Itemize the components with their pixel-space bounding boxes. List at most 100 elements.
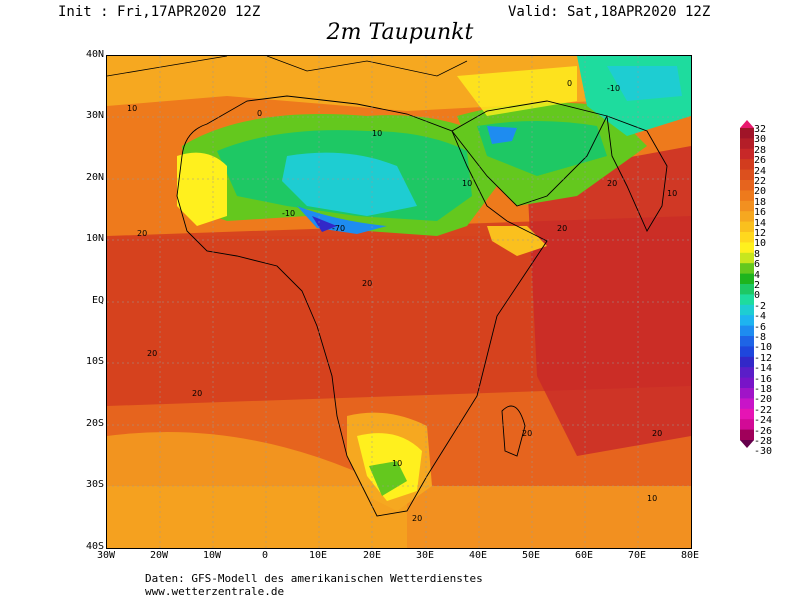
legend-cell bbox=[740, 138, 754, 150]
valid-time-label: Valid: Sat,18APR2020 12Z bbox=[508, 4, 711, 20]
legend-level-label: -10 bbox=[754, 342, 773, 354]
legend-level-label: 2 bbox=[754, 280, 761, 291]
contour-label: 10 bbox=[462, 179, 472, 188]
legend-level-label: 28 bbox=[754, 144, 767, 156]
legend-level-label: -14 bbox=[754, 363, 773, 375]
lat-label-20n: 20N bbox=[85, 172, 104, 183]
legend-arrow-top bbox=[740, 120, 754, 128]
legend-level-label: 26 bbox=[754, 155, 767, 167]
legend-level-label: -2 bbox=[754, 300, 767, 312]
contour-label: 10 bbox=[372, 129, 382, 138]
legend-level-label: -30 bbox=[754, 446, 773, 458]
init-time-label: Init : Fri,17APR2020 12Z bbox=[58, 4, 261, 20]
contour-label: 20 bbox=[362, 279, 372, 288]
lon-label-10w: 10W bbox=[202, 550, 222, 561]
legend-cell bbox=[740, 356, 754, 368]
legend-level-label: 32 bbox=[754, 124, 767, 135]
contour-label: -10 bbox=[282, 209, 295, 218]
legend-level-label: -18 bbox=[754, 384, 773, 395]
contour-label: 0 bbox=[567, 79, 572, 88]
contour-label: 20 bbox=[607, 179, 617, 188]
legend-cell bbox=[740, 388, 754, 399]
data-source-note: Daten: GFS-Modell des amerikanischen Wet… bbox=[145, 572, 483, 585]
legend-level-label: 30 bbox=[754, 134, 767, 146]
contour-label: 20 bbox=[652, 429, 662, 438]
legend-level-label: 10 bbox=[754, 238, 767, 250]
lat-label-30s: 30S bbox=[85, 479, 104, 490]
graticule bbox=[107, 56, 691, 548]
legend-level-label: 12 bbox=[754, 228, 767, 239]
lat-label-20s: 20S bbox=[85, 418, 104, 429]
arabia-blue bbox=[487, 126, 517, 144]
indian-ocean-field bbox=[527, 146, 691, 456]
lat-label-30n: 30N bbox=[85, 110, 104, 121]
legend-cell bbox=[740, 169, 754, 181]
legend-level-label: 18 bbox=[754, 196, 767, 208]
europe-coastline bbox=[266, 56, 468, 77]
legend-cell bbox=[740, 148, 754, 160]
legend-cell bbox=[740, 263, 754, 275]
lat-label-10n: 10N bbox=[85, 233, 104, 244]
legend-cell bbox=[740, 180, 754, 191]
map-title: 2m Taupunkt bbox=[326, 20, 474, 45]
lon-label-60e: 60E bbox=[574, 550, 594, 561]
legend-cell bbox=[740, 408, 754, 420]
lon-label-80e: 80E bbox=[680, 550, 700, 561]
dewpoint-map-canvas: 10 0 -10 20 -70 10 10 20 20 10 0 -10 20 … bbox=[107, 56, 691, 548]
legend-cell bbox=[740, 377, 754, 389]
legend-level-label: -4 bbox=[754, 311, 767, 323]
iran-cyan bbox=[607, 66, 682, 101]
legend-cell bbox=[740, 252, 754, 264]
lat-label-eq: EQ bbox=[91, 295, 104, 306]
sahel-darkblue bbox=[312, 216, 337, 232]
dewpoint-map: 10 0 -10 20 -70 10 10 20 20 10 0 -10 20 … bbox=[106, 55, 692, 549]
lat-label-10s: 10S bbox=[85, 356, 104, 367]
legend-arrow-bottom bbox=[740, 440, 754, 448]
lon-label-10e: 10E bbox=[308, 550, 328, 561]
contour-label: 10 bbox=[127, 104, 137, 113]
india-coastline bbox=[606, 115, 668, 232]
legend-cell bbox=[740, 159, 754, 171]
west-coast-yellow bbox=[177, 152, 227, 226]
legend-cell bbox=[740, 294, 754, 306]
legend-level-label: 6 bbox=[754, 259, 761, 271]
legend-cell bbox=[740, 419, 754, 431]
legend-level-label: 16 bbox=[754, 207, 767, 219]
legend-cell bbox=[740, 429, 754, 441]
legend-level-label: 14 bbox=[754, 217, 767, 229]
contour-label: 20 bbox=[522, 429, 532, 438]
lon-label-50e: 50E bbox=[521, 550, 541, 561]
lon-label-70e: 70E bbox=[627, 550, 647, 561]
arabia-coastline bbox=[451, 100, 608, 207]
lon-label-20w: 20W bbox=[149, 550, 169, 561]
contour-label: 10 bbox=[392, 459, 402, 468]
legend-cell bbox=[740, 221, 754, 233]
legend-level-label: 0 bbox=[754, 290, 761, 302]
lon-label-30e: 30E bbox=[415, 550, 435, 561]
lat-label-40n: 40N bbox=[85, 49, 104, 60]
color-legend-bar bbox=[740, 120, 754, 448]
legend-level-label: 4 bbox=[754, 269, 761, 281]
website-link[interactable]: www.wetterzentrale.de bbox=[145, 585, 285, 598]
legend-cell bbox=[740, 304, 754, 316]
contour-label: 20 bbox=[192, 389, 202, 398]
contour-label: 10 bbox=[647, 494, 657, 503]
legend-cell bbox=[740, 190, 754, 202]
legend-cell bbox=[740, 232, 754, 243]
legend-cell bbox=[740, 336, 754, 347]
contour-label: 10 bbox=[667, 189, 677, 198]
legend-cell bbox=[740, 346, 754, 358]
legend-cell bbox=[740, 200, 754, 212]
legend-level-label: -22 bbox=[754, 404, 773, 416]
legend-cell bbox=[740, 315, 754, 327]
legend-level-label: 22 bbox=[754, 176, 767, 187]
legend-level-label: -28 bbox=[754, 436, 773, 447]
contour-label: 0 bbox=[257, 109, 262, 118]
contour-labels: 10 0 -10 20 -70 10 10 20 20 10 0 -10 20 … bbox=[127, 79, 677, 523]
contour-label: -70 bbox=[332, 224, 345, 233]
legend-level-label: -12 bbox=[754, 352, 773, 364]
legend-level-label: -24 bbox=[754, 415, 773, 427]
legend-level-label: 24 bbox=[754, 165, 767, 177]
legend-level-label: -6 bbox=[754, 321, 767, 333]
iberia-coastline bbox=[107, 56, 228, 77]
